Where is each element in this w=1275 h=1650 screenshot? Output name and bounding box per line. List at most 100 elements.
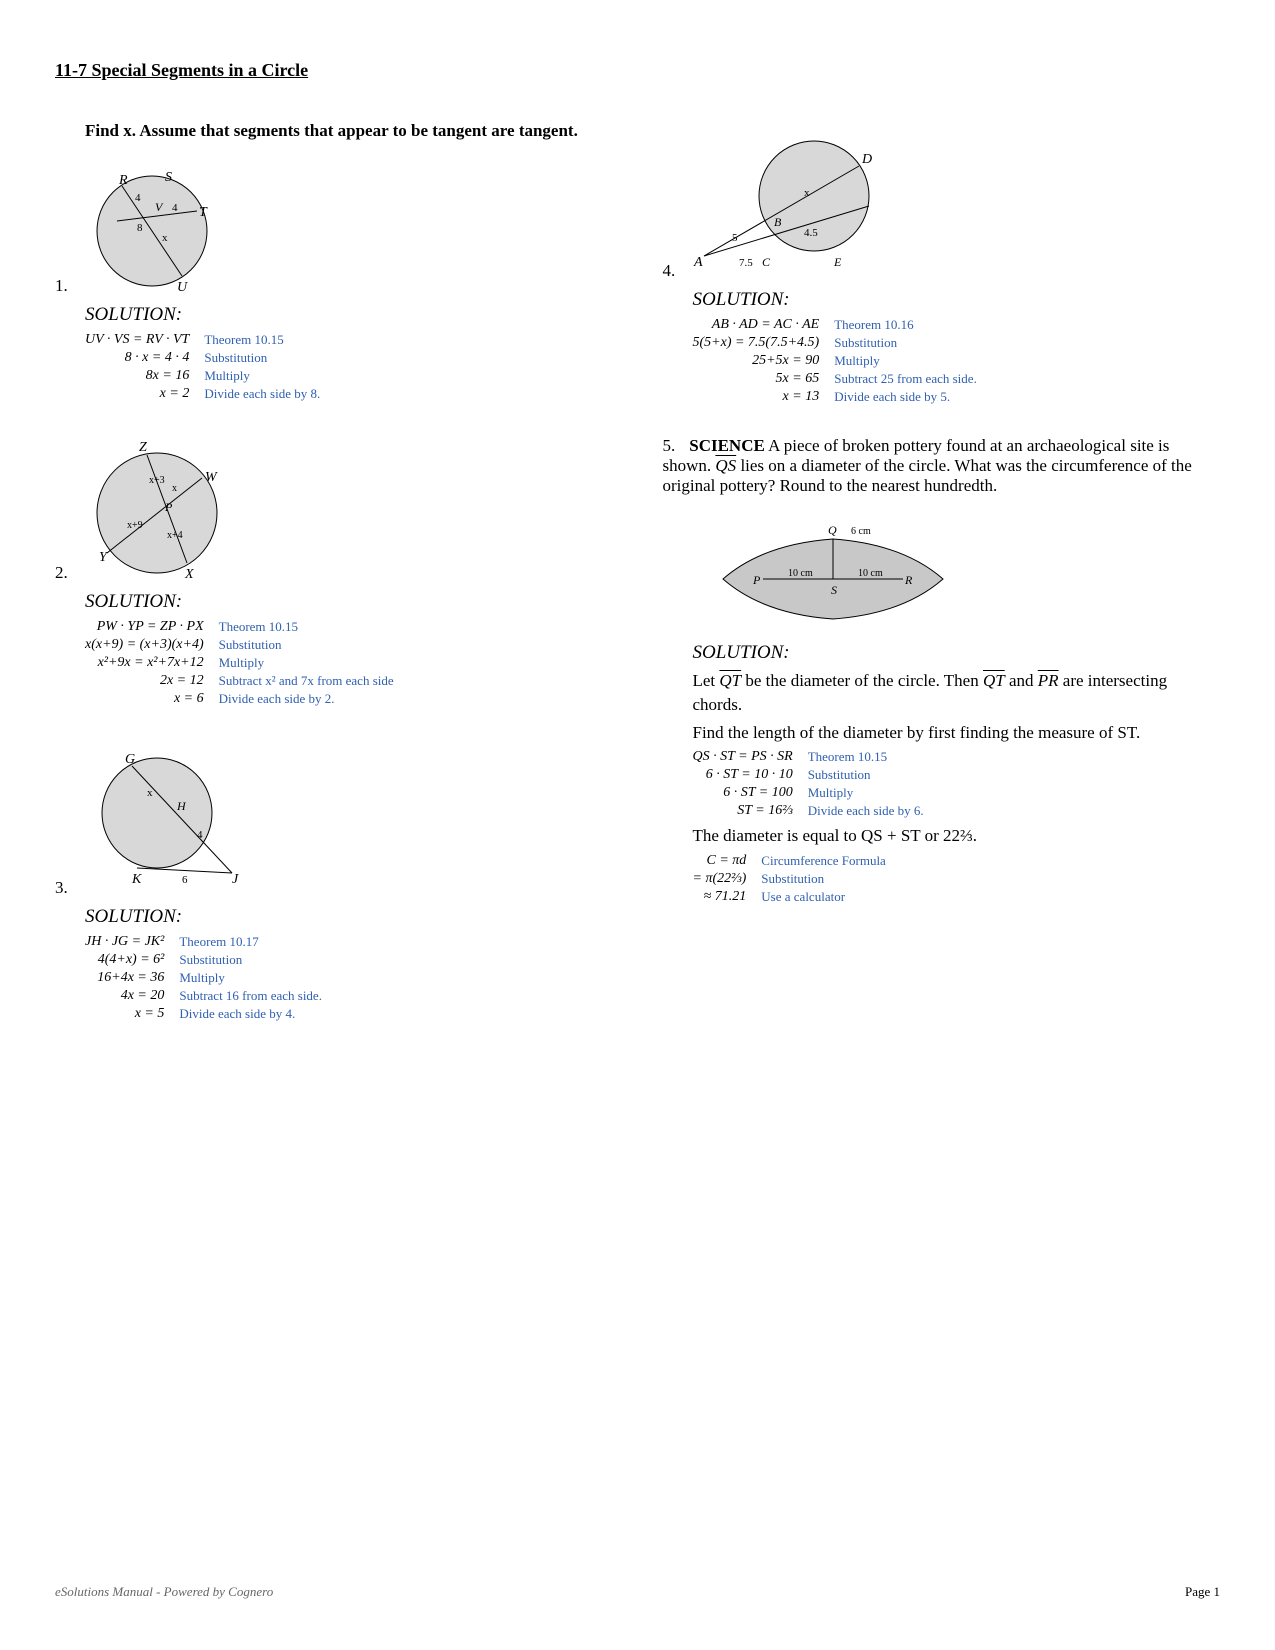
svg-text:Q: Q [828,523,837,537]
table-row: JH · JG = JK²Theorem 10.17 [85,933,332,951]
svg-text:P: P [752,573,761,587]
solution-label: SOLUTION: [85,591,613,613]
svg-text:x+3: x+3 [149,475,165,486]
svg-text:J: J [232,872,239,887]
problem-3: 3. G H J K x 4 6 SOLUTION: JH · JG = JK²… [55,738,613,1023]
svg-text:E: E [833,255,842,269]
svg-text:5: 5 [732,232,738,244]
svg-text:x+4: x+4 [167,530,183,541]
table-row: 5(5+x) = 7.5(7.5+4.5)Substitution [693,334,987,352]
svg-text:x: x [147,787,153,799]
table-row: 6 · ST = 100Multiply [693,784,934,802]
solution-steps-1: UV · VS = RV · VTTheorem 10.15 8 · x = 4… [85,331,330,403]
svg-text:10 cm: 10 cm [788,568,813,579]
right-column: 4. A B C D E 5 x 7.5 4.5 SOLUTION: [663,121,1221,1053]
table-row: 25+5x = 90Multiply [693,352,987,370]
svg-text:K: K [131,872,142,887]
table-row: 8 · x = 4 · 4Substitution [85,349,330,367]
svg-text:H: H [176,799,187,813]
svg-text:x: x [162,232,168,244]
figure-3: G H J K x 4 6 [77,738,257,898]
problem-number: 1. [55,276,68,296]
solution-para-1: Let QT be the diameter of the circle. Th… [693,669,1221,717]
problem-1: 1. R S T U V 4 4 8 x SOLUTION: [55,156,613,403]
page-footer: eSolutions Manual - Powered by Cognero P… [55,1584,1220,1600]
svg-text:B: B [774,215,782,229]
problem-2: 2. Z W X Y P x x+3 x+9 x+4 SOLUTION: [55,433,613,708]
table-row: UV · VS = RV · VTTheorem 10.15 [85,331,330,349]
svg-text:Z: Z [139,440,147,455]
solution-steps-5a: QS · ST = PS · SRTheorem 10.15 6 · ST = … [693,748,934,820]
svg-text:U: U [177,280,188,295]
svg-text:W: W [205,470,218,485]
solution-label: SOLUTION: [693,289,1221,311]
svg-text:R: R [118,173,128,188]
problem-5: 5. SCIENCE A piece of broken pottery fou… [663,436,1221,906]
table-row: 16+4x = 36Multiply [85,969,332,987]
problem-number: 5. [663,436,676,456]
solution-label: SOLUTION: [693,642,1221,664]
problem-title-bold: SCIENCE [689,436,765,455]
table-row: x = 6Divide each side by 2. [85,690,404,708]
svg-text:X: X [184,567,194,582]
figure-5: Q 6 cm P S R 10 cm 10 cm [703,504,963,634]
table-row: C = πdCircumference Formula [693,852,896,870]
solution-label: SOLUTION: [85,304,613,326]
svg-text:P: P [164,500,173,514]
table-row: ST = 16⅔Divide each side by 6. [693,802,934,820]
solution-steps-5b: C = πdCircumference Formula = π(22⅔)Subs… [693,852,896,906]
problem-number: 4. [663,261,676,281]
svg-text:x: x [172,483,177,494]
table-row: x²+9x = x²+7x+12Multiply [85,654,404,672]
svg-text:S: S [831,583,837,597]
page-title: 11-7 Special Segments in a Circle [55,60,1220,81]
table-row: x = 5Divide each side by 4. [85,1005,332,1023]
svg-text:D: D [861,152,872,167]
svg-text:6 cm: 6 cm [851,526,871,537]
problem-body-2: lies on a diameter of the circle. What w… [663,456,1192,495]
solution-para-2: Find the length of the diameter by first… [693,721,1221,745]
svg-text:4: 4 [135,192,141,204]
table-row: 6 · ST = 10 · 10Substitution [693,766,934,784]
problem-4: 4. A B C D E 5 x 7.5 4.5 SOLUTION: [663,121,1221,406]
table-row: PW · YP = ZP · PXTheorem 10.15 [85,618,404,636]
svg-text:7.5: 7.5 [739,257,753,269]
svg-text:R: R [904,573,913,587]
table-row: QS · ST = PS · SRTheorem 10.15 [693,748,934,766]
table-row: 2x = 12Subtract x² and 7x from each side [85,672,404,690]
figure-2: Z W X Y P x x+3 x+9 x+4 [77,433,237,583]
footer-page: Page 1 [1185,1584,1220,1600]
svg-text:A: A [693,255,703,270]
problem-text: SCIENCE A piece of broken pottery found … [663,436,1192,495]
svg-text:8: 8 [137,222,143,234]
table-row: 8x = 16Multiply [85,367,330,385]
solution-steps-2: PW · YP = ZP · PXTheorem 10.15 x(x+9) = … [85,618,404,708]
footer-left: eSolutions Manual - Powered by Cognero [55,1584,273,1600]
svg-text:4.5: 4.5 [804,227,818,239]
instruction-text: Find x. Assume that segments that appear… [55,121,613,141]
svg-text:4: 4 [172,202,178,214]
svg-text:T: T [199,205,208,220]
table-row: 4x = 20Subtract 16 from each side. [85,987,332,1005]
svg-text:6: 6 [182,874,188,886]
solution-steps-3: JH · JG = JK²Theorem 10.17 4(4+x) = 6²Su… [85,933,332,1023]
problem-number: 3. [55,878,68,898]
problem-number: 2. [55,563,68,583]
svg-text:S: S [165,170,172,185]
table-row: ≈ 71.21Use a calculator [693,888,896,906]
figure-4: A B C D E 5 x 7.5 4.5 [684,121,904,281]
solution-label: SOLUTION: [85,906,613,928]
segment-qs: QS [715,456,736,475]
svg-text:G: G [125,752,135,767]
table-row: 4(4+x) = 6²Substitution [85,951,332,969]
svg-text:x+9: x+9 [127,520,143,531]
table-row: AB · AD = AC · AETheorem 10.16 [693,316,987,334]
content-columns: Find x. Assume that segments that appear… [55,121,1220,1053]
table-row: 5x = 65Subtract 25 from each side. [693,370,987,388]
table-row: x = 13Divide each side by 5. [693,388,987,406]
figure-1: R S T U V 4 4 8 x [77,156,227,296]
svg-text:10 cm: 10 cm [858,568,883,579]
table-row: x(x+9) = (x+3)(x+4)Substitution [85,636,404,654]
solution-para-3: The diameter is equal to QS + ST or 22⅔. [693,824,1221,848]
svg-text:4: 4 [197,829,203,841]
